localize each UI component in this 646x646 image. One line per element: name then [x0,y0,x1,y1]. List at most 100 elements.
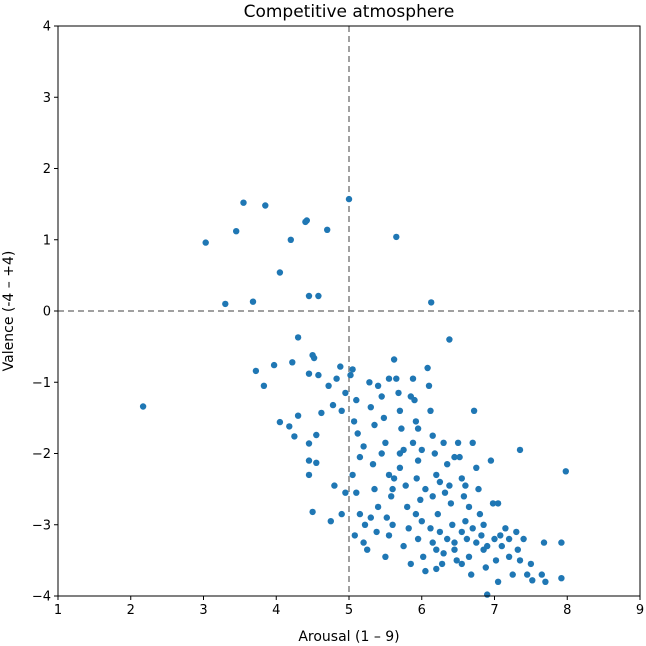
data-point [390,356,398,363]
data-point [465,553,473,560]
data-point [367,404,374,411]
data-point [412,510,420,518]
data-point [470,407,478,414]
data-point [356,510,364,518]
data-point [345,195,353,203]
data-point [331,482,338,489]
data-point [444,461,451,468]
y-tick-label: −1 [32,376,51,391]
data-point [468,571,475,578]
data-point [393,375,400,382]
data-point [389,521,396,528]
data-point [249,298,257,305]
data-point [402,482,409,489]
data-point [414,425,422,432]
data-point [385,532,393,539]
data-point [413,475,420,482]
data-point [451,539,458,546]
data-point [453,557,460,564]
x-axis-ticks: 1 2 3 4 5 6 7 8 9 [54,596,644,618]
data-point [436,478,444,486]
data-point [396,450,404,457]
data-point [382,439,389,446]
data-point [305,457,313,464]
data-point [313,431,320,439]
data-point [371,421,378,429]
data-point [374,503,382,511]
data-point [404,503,411,511]
data-point [286,423,293,430]
data-point [562,468,569,475]
data-point [315,292,322,300]
data-point [395,389,402,397]
data-point [438,560,446,568]
x-tick-label: 1 [54,603,62,618]
data-point [310,354,318,362]
data-point [436,528,444,536]
data-point [433,471,440,479]
data-point [451,453,458,461]
y-tick-label: −2 [32,447,51,462]
data-point [276,269,284,276]
y-tick-label: −4 [32,590,51,605]
data-point [371,485,378,493]
data-point [409,375,417,382]
data-point [382,553,389,560]
data-point [305,440,313,447]
data-point [491,535,498,543]
data-point [414,457,422,464]
data-point [398,425,405,432]
x-tick-label: 5 [345,603,353,618]
y-tick-label: 2 [43,162,51,177]
data-point [318,409,325,417]
data-point [305,370,313,377]
data-point [429,539,436,546]
data-point [516,446,524,454]
data-point [325,382,332,389]
data-point [444,535,451,543]
data-point [462,518,469,525]
data-point [542,578,549,585]
data-point [431,450,438,457]
data-point [342,489,349,496]
x-tick-label: 8 [563,603,571,618]
data-point [538,571,545,578]
data-point [480,521,487,528]
data-point [139,403,147,410]
data-point [407,393,414,400]
data-point [434,510,441,518]
data-point [429,432,436,439]
data-point [388,493,395,500]
y-axis-ticks: −4 −3 −2 −1 0 1 2 3 4 [32,20,58,605]
data-point [367,514,374,521]
x-tick-label: 6 [418,603,426,618]
data-point [329,401,337,409]
data-point [418,446,425,454]
data-point [202,239,209,246]
data-point [390,475,398,482]
data-point [222,300,229,308]
data-point [374,382,382,389]
data-point [489,500,497,507]
data-point [393,233,400,241]
data-point [458,560,465,568]
data-point [473,464,480,471]
data-point [505,535,513,543]
data-point [294,334,302,341]
y-tick-label: 4 [43,20,51,35]
data-point [396,464,404,471]
data-point [424,364,431,372]
data-point [433,546,440,553]
data-point [520,535,527,543]
data-point [389,485,396,493]
data-point [440,550,447,557]
data-point [324,226,331,233]
data-point [338,510,345,518]
x-tick-label: 7 [490,603,498,618]
data-point [529,577,536,584]
data-point [305,292,313,300]
data-point [333,375,340,382]
data-point [414,535,422,543]
data-point [240,199,247,206]
